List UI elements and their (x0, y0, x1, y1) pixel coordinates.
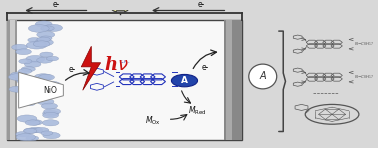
Circle shape (112, 6, 129, 12)
Circle shape (17, 78, 32, 84)
Circle shape (22, 101, 36, 106)
Bar (116, 11, 124, 12)
Circle shape (44, 108, 60, 115)
Circle shape (25, 120, 40, 125)
Circle shape (25, 92, 44, 99)
Circle shape (37, 57, 53, 63)
Circle shape (39, 74, 54, 80)
Circle shape (23, 83, 42, 90)
Circle shape (41, 26, 54, 31)
Circle shape (42, 120, 59, 126)
Text: NiO: NiO (43, 86, 57, 95)
Circle shape (9, 86, 25, 92)
Circle shape (40, 52, 53, 57)
Circle shape (33, 41, 50, 47)
Bar (8, 20, 17, 140)
Circle shape (16, 133, 36, 141)
Circle shape (15, 49, 31, 55)
Circle shape (24, 128, 38, 133)
Circle shape (41, 131, 53, 135)
Circle shape (43, 132, 60, 139)
Polygon shape (19, 72, 64, 108)
Text: e-: e- (201, 63, 209, 72)
Circle shape (37, 99, 54, 105)
Circle shape (37, 37, 50, 42)
Text: $N\!-\!C_8H_{17}$: $N\!-\!C_8H_{17}$ (354, 40, 374, 48)
Circle shape (23, 128, 37, 133)
Circle shape (19, 81, 37, 88)
Circle shape (34, 39, 53, 46)
Circle shape (37, 31, 55, 38)
Text: $N\!-\!C_8H_{17}$: $N\!-\!C_8H_{17}$ (354, 73, 374, 81)
Circle shape (28, 38, 41, 42)
Circle shape (43, 112, 59, 118)
Circle shape (40, 36, 52, 40)
Text: e-: e- (69, 65, 76, 74)
Text: h$\nu$: h$\nu$ (104, 57, 128, 74)
Circle shape (43, 111, 59, 116)
Circle shape (43, 24, 62, 32)
Circle shape (17, 115, 37, 122)
Circle shape (39, 85, 56, 92)
Text: e-: e- (52, 0, 60, 9)
Circle shape (34, 86, 54, 94)
Circle shape (9, 74, 27, 80)
Circle shape (27, 120, 42, 125)
Ellipse shape (249, 64, 277, 89)
Circle shape (19, 59, 32, 64)
Circle shape (26, 136, 39, 141)
Circle shape (19, 69, 32, 74)
Circle shape (24, 61, 41, 67)
Circle shape (10, 72, 28, 78)
Polygon shape (81, 46, 101, 90)
Bar (10, 20, 15, 140)
Bar (226, 20, 232, 140)
Circle shape (34, 74, 52, 80)
Circle shape (36, 21, 52, 27)
Circle shape (34, 127, 49, 133)
Circle shape (28, 25, 49, 32)
Text: $\mathrm{C_8H_{17}}$: $\mathrm{C_8H_{17}}$ (119, 59, 131, 66)
Circle shape (28, 127, 43, 133)
Circle shape (16, 132, 30, 137)
Circle shape (40, 26, 53, 31)
Bar (8, 20, 242, 140)
Circle shape (33, 92, 49, 98)
Circle shape (21, 66, 35, 72)
Text: A: A (181, 76, 188, 85)
Text: A: A (259, 71, 266, 82)
Text: e-: e- (198, 0, 205, 9)
Circle shape (20, 83, 35, 88)
Bar (225, 20, 242, 140)
Circle shape (46, 56, 59, 61)
Circle shape (42, 81, 61, 88)
Circle shape (12, 44, 28, 50)
Circle shape (41, 103, 57, 109)
Circle shape (26, 56, 45, 62)
Text: $M_{\mathrm{Ox}}$: $M_{\mathrm{Ox}}$ (145, 114, 161, 127)
Text: $M_{\mathrm{Red}}$: $M_{\mathrm{Red}}$ (188, 105, 207, 117)
Ellipse shape (172, 74, 198, 87)
Circle shape (26, 41, 47, 49)
